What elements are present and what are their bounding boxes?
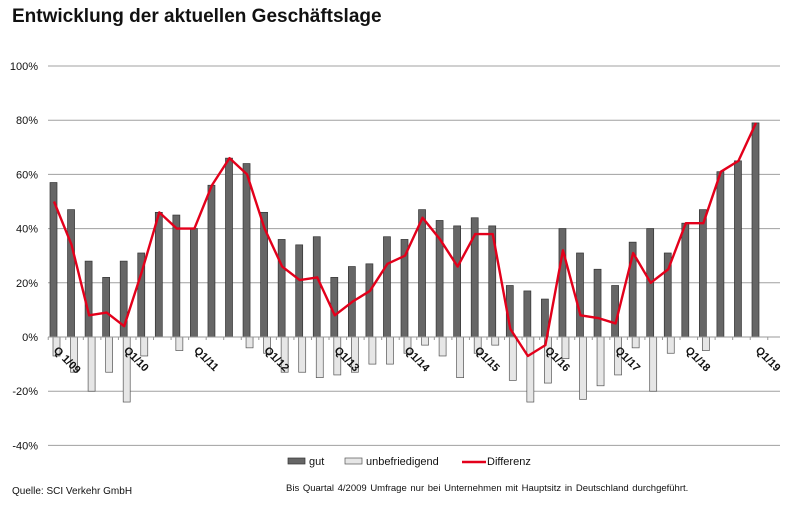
bar-unbefriedigend: [140, 336, 149, 357]
footnote: Bis Quartal 4/2009 Umfrage nur bei Unter…: [286, 483, 689, 494]
legend-swatch-gut: [287, 457, 306, 465]
y-tick-label: 20%: [16, 278, 38, 290]
bar-gut: [365, 263, 374, 338]
bar-unbefriedigend: [368, 336, 377, 365]
x-tick-label: Q1/11: [191, 345, 220, 374]
bar-unbefriedigend: [105, 336, 114, 373]
bar-gut: [734, 160, 742, 338]
source-note: Quelle: SCI Verkehr GmbH: [12, 486, 133, 497]
legend-label-differenz: Differenz: [487, 456, 531, 468]
bar-unbefriedigend: [456, 336, 464, 379]
x-tick-label: Q 1/09: [51, 345, 83, 377]
bar-gut: [190, 228, 198, 338]
legend-swatch-unbefriedigend: [344, 457, 363, 465]
bar-gut: [698, 209, 707, 338]
bar-gut: [172, 214, 181, 338]
x-tick-label: Q1/14: [402, 345, 432, 375]
chart-title: Entwicklung der aktuellen Geschäftslage: [12, 6, 382, 27]
bar-gut: [716, 171, 725, 338]
x-tick-label: Q1/15: [472, 345, 502, 375]
legend-label-unbefriedigend: unbefriedigend: [366, 456, 439, 468]
bar-unbefriedigend: [421, 336, 429, 346]
bar-unbefriedigend: [438, 336, 447, 357]
bar-gut: [681, 222, 690, 338]
bar-unbefriedigend: [526, 336, 535, 403]
bar-gut: [277, 239, 286, 338]
y-tick-label: 40%: [16, 224, 38, 236]
y-tick-label: 100%: [10, 61, 38, 73]
y-tick-label: 0%: [22, 332, 38, 344]
bar-gut: [751, 122, 760, 338]
bar-gut: [523, 290, 532, 338]
y-tick-label: -40%: [12, 440, 38, 452]
bar-unbefriedigend: [175, 336, 184, 351]
bar-unbefriedigend: [491, 336, 500, 346]
x-tick-label: Q1/19: [753, 345, 783, 375]
bar-unbefriedigend: [298, 336, 307, 373]
line-differenz: [52, 122, 758, 358]
bar-unbefriedigend: [508, 336, 517, 381]
bar-gut: [418, 209, 426, 338]
legend-label-gut: gut: [309, 456, 324, 468]
bar-gut: [242, 163, 251, 338]
y-tick-label: 60%: [16, 169, 38, 181]
bar-gut: [102, 277, 111, 338]
bar-unbefriedigend: [386, 336, 394, 365]
bar-unbefriedigend: [701, 336, 710, 351]
bar-unbefriedigend: [315, 336, 324, 379]
bar-gut: [593, 268, 602, 338]
bar-unbefriedigend: [649, 336, 658, 392]
bar-gut: [154, 211, 163, 338]
bar-gut: [225, 157, 233, 338]
bar-unbefriedigend: [87, 336, 96, 392]
bar-gut: [295, 244, 304, 338]
bar-unbefriedigend: [579, 336, 587, 400]
bar-gut: [453, 225, 461, 338]
y-tick-label: -20%: [12, 386, 38, 398]
bar-gut: [67, 209, 75, 338]
bar-unbefriedigend: [666, 336, 675, 354]
bar-gut: [207, 184, 216, 338]
y-tick-label: 80%: [16, 115, 38, 127]
bar-unbefriedigend: [631, 336, 640, 349]
bar-gut: [576, 252, 584, 338]
bar-gut: [383, 236, 391, 338]
bar-gut: [312, 236, 321, 338]
bar-gut: [558, 228, 567, 338]
bar-unbefriedigend: [245, 336, 254, 349]
bar-unbefriedigend: [596, 336, 605, 387]
bar-unbefriedigend: [561, 336, 570, 360]
